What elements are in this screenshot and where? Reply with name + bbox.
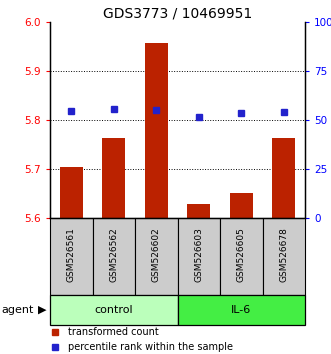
Bar	[60, 166, 83, 218]
Text: IL-6: IL-6	[231, 305, 251, 315]
Text: GSM526562: GSM526562	[109, 228, 118, 282]
Text: GSM526603: GSM526603	[194, 228, 203, 282]
Title: GDS3773 / 10469951: GDS3773 / 10469951	[103, 7, 252, 21]
Text: GSM526602: GSM526602	[152, 228, 161, 282]
Text: control: control	[94, 305, 133, 315]
Text: transformed count: transformed count	[68, 327, 159, 337]
Bar	[187, 204, 211, 218]
Bar	[177, 218, 220, 295]
Text: GSM526678: GSM526678	[279, 228, 288, 282]
Bar	[262, 218, 305, 295]
Bar	[50, 218, 92, 295]
Bar	[177, 295, 305, 325]
Bar	[50, 295, 177, 325]
Bar	[135, 218, 177, 295]
Text: percentile rank within the sample: percentile rank within the sample	[68, 342, 233, 352]
Bar	[272, 138, 296, 218]
Text: GSM526605: GSM526605	[237, 228, 246, 282]
Text: GSM526561: GSM526561	[67, 228, 76, 282]
Bar	[102, 138, 125, 218]
Text: ▶: ▶	[38, 305, 47, 315]
Bar	[230, 193, 253, 218]
Bar	[220, 218, 262, 295]
Bar	[92, 218, 135, 295]
Text: agent: agent	[2, 305, 34, 315]
Bar	[145, 42, 168, 218]
